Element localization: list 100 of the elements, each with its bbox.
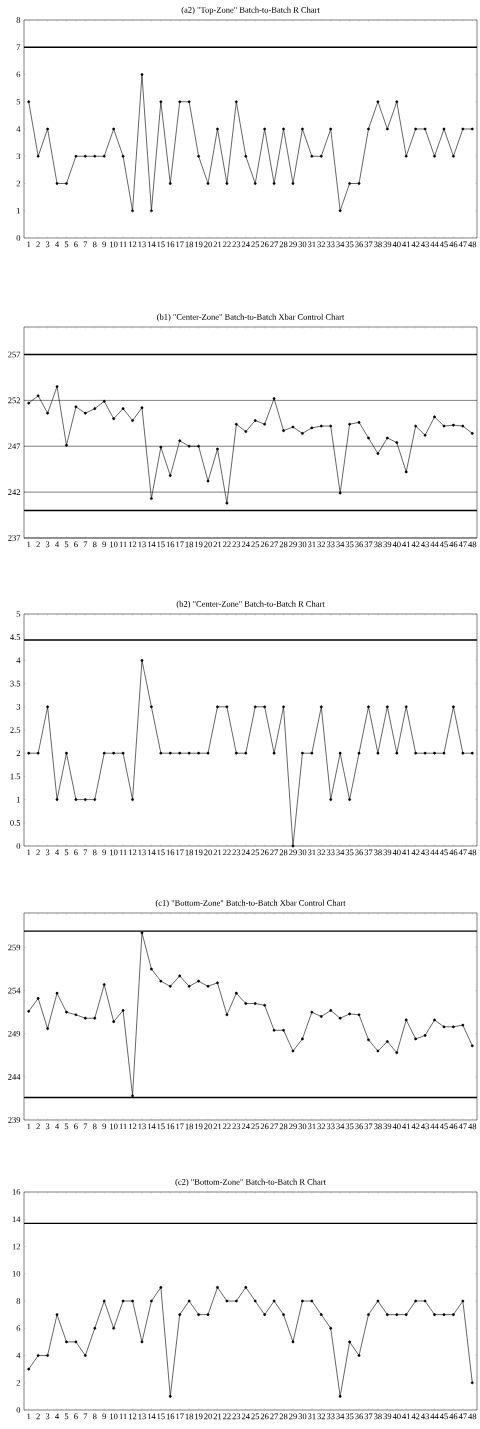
- point: [282, 127, 285, 131]
- x-tick-label: 20: [204, 241, 212, 248]
- x-tick-label: 35: [345, 1413, 354, 1420]
- point: [131, 1094, 134, 1098]
- x-tick-label: 9: [102, 1123, 106, 1130]
- x-tick-label: 38: [374, 541, 382, 548]
- x-tick-label: 36: [355, 241, 364, 248]
- x-tick-label: 13: [138, 541, 146, 548]
- point: [55, 1313, 59, 1317]
- x-tick-label: 15: [157, 541, 165, 548]
- y-tick-label: 242: [8, 489, 21, 495]
- point: [36, 154, 40, 158]
- point: [272, 1028, 276, 1032]
- x-tick-label: 24: [241, 241, 250, 248]
- point: [121, 154, 125, 158]
- point: [197, 154, 200, 158]
- point: [83, 798, 87, 801]
- x-tick-label: 6: [74, 849, 78, 856]
- point: [452, 1313, 455, 1317]
- x-tick-label: 41: [402, 541, 410, 548]
- point: [263, 705, 267, 709]
- x-tick-label: 22: [223, 1413, 231, 1420]
- y-tick-label: 2: [16, 180, 21, 187]
- x-tick-label: 35: [345, 241, 354, 248]
- x-tick-label: 25: [251, 241, 260, 248]
- point: [414, 1299, 418, 1303]
- x-tick-label: 40: [392, 1413, 401, 1420]
- point: [46, 1354, 49, 1357]
- x-tick-label: 17: [176, 1123, 184, 1130]
- x-tick-label: 4: [55, 241, 60, 248]
- point: [187, 1299, 191, 1303]
- y-tick-label: 6: [16, 1325, 21, 1332]
- x-tick-label: 9: [102, 541, 106, 548]
- point: [168, 182, 172, 185]
- point: [46, 1027, 49, 1030]
- x-tick-label: 28: [279, 1413, 288, 1420]
- x-tick-label: 19: [195, 241, 203, 248]
- y-tick-label: 7: [16, 44, 21, 51]
- x-tick-label: 9: [102, 1413, 106, 1420]
- point: [234, 1299, 238, 1303]
- x-tick-label: 27: [270, 541, 279, 548]
- x-tick-label: 12: [129, 1123, 137, 1130]
- point: [301, 1299, 304, 1303]
- point: [140, 658, 144, 662]
- point: [131, 1299, 134, 1303]
- x-tick-label: 44: [430, 1413, 439, 1420]
- x-tick-label: 33: [326, 1123, 335, 1130]
- x-tick-label: 22: [223, 1123, 231, 1130]
- x-tick-label: 16: [166, 1123, 175, 1130]
- point: [338, 1016, 342, 1020]
- point: [225, 705, 229, 709]
- y-tick-label: 2: [16, 750, 21, 756]
- x-tick-label: 18: [185, 849, 194, 856]
- x-tick-label: 21: [213, 849, 222, 856]
- x-tick-label: 34: [336, 1123, 345, 1130]
- x-tick-label: 13: [138, 1123, 146, 1130]
- point: [112, 1326, 116, 1330]
- x-tick-label: 43: [421, 849, 429, 856]
- point: [46, 127, 49, 131]
- x-tick-label: 5: [64, 1123, 69, 1130]
- point: [329, 1009, 333, 1012]
- y-tick-label: 4: [16, 657, 21, 664]
- x-tick-label: 45: [439, 541, 448, 548]
- point: [93, 798, 97, 801]
- point: [83, 1354, 87, 1357]
- point: [319, 1313, 323, 1317]
- y-tick-label: 8: [16, 17, 21, 23]
- point: [46, 705, 49, 709]
- point: [159, 979, 163, 983]
- x-tick-label: 20: [204, 541, 212, 548]
- point: [461, 1023, 465, 1027]
- point: [291, 1340, 295, 1344]
- x-tick-label: 40: [392, 1123, 401, 1130]
- y-tick-label: 2.5: [10, 727, 21, 733]
- x-tick-label: 33: [326, 849, 335, 856]
- x-tick-label: 3: [45, 541, 50, 548]
- point: [272, 1299, 276, 1303]
- point: [197, 1313, 200, 1317]
- chart-title: (a2) "Top-Zone" Batch-to-Batch R Chart: [181, 6, 320, 15]
- x-tick-label: 34: [336, 541, 345, 548]
- point: [225, 1299, 229, 1303]
- point: [178, 974, 182, 978]
- y-tick-label: 237: [8, 535, 21, 541]
- x-tick-label: 24: [241, 1413, 250, 1420]
- point: [404, 1313, 408, 1317]
- point: [461, 751, 465, 755]
- point: [348, 182, 351, 185]
- x-tick-label: 47: [458, 241, 467, 248]
- x-tick-label: 1: [27, 1413, 31, 1420]
- x-tick-label: 2: [36, 541, 40, 548]
- y-tick-label: 1: [17, 207, 20, 214]
- x-tick-label: 15: [157, 1413, 165, 1420]
- point: [310, 751, 314, 755]
- x-tick-label: 41: [402, 1123, 410, 1130]
- point: [102, 751, 106, 755]
- point: [452, 1025, 455, 1029]
- x-tick-label: 2: [36, 241, 40, 248]
- point: [74, 154, 78, 158]
- point: [74, 1340, 78, 1344]
- point: [150, 1299, 153, 1303]
